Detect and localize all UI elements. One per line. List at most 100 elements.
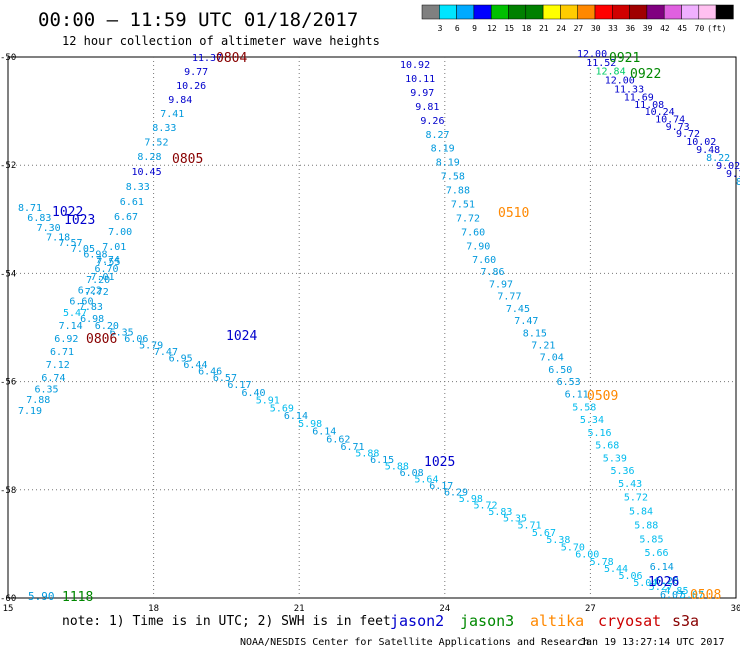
swh-value: 7.55	[96, 257, 120, 268]
swh-value: 7.21	[531, 341, 555, 352]
swh-value: 6.70	[95, 264, 119, 275]
swh-value: 5.66	[645, 548, 669, 559]
pass-label: 1118	[62, 590, 93, 605]
swh-value: 7.72	[456, 214, 480, 225]
swh-value: 6.98	[83, 249, 107, 260]
swh-value: 4.85	[664, 586, 688, 597]
swh-value: 5.83	[488, 507, 512, 518]
x-tick-label: 15	[3, 604, 14, 614]
pass-label: 1026	[648, 575, 679, 590]
swh-value: 9.26	[420, 116, 444, 127]
x-tick-label: 30	[731, 604, 740, 614]
legend-label: 15	[504, 24, 514, 33]
swh-value: 11.33	[614, 84, 644, 95]
swh-value: 5.58	[572, 402, 596, 413]
pass-label: 0508	[690, 588, 721, 603]
swh-value: 5.43	[618, 479, 642, 490]
swh-value: 8.22	[706, 153, 730, 164]
pass-label: 0921	[609, 51, 640, 66]
swh-value: 7.57	[59, 238, 83, 249]
swh-value: 7.05	[71, 244, 95, 255]
x-tick-label: 27	[585, 604, 596, 614]
swh-value: 7.60	[472, 255, 496, 266]
swh-value: 5.88	[634, 520, 658, 531]
swh-value: 5.71	[518, 521, 542, 532]
legend-label: (ft)	[707, 24, 726, 33]
pass-label: 0922	[630, 67, 661, 82]
legend-label: 36	[625, 24, 635, 33]
legend-swatch	[456, 4, 475, 20]
swh-value: 5.98	[459, 494, 483, 505]
swh-value: 12.84	[596, 67, 626, 78]
swh-value: 6.07	[660, 590, 684, 601]
swh-value: 7.52	[144, 137, 168, 148]
x-tick-label: 21	[294, 604, 305, 614]
satellite-label: jason3	[460, 612, 514, 630]
satellite-legend: jason2 jason3 altika cryosat s3a	[390, 612, 699, 630]
y-tick-label: -52	[0, 161, 16, 171]
map-grid	[8, 57, 736, 598]
legend-swatch	[663, 4, 682, 20]
swh-value: 6.44	[183, 360, 207, 371]
x-tick-label: 18	[148, 604, 159, 614]
pass-label: 0806	[86, 332, 117, 347]
swh-value: 5.27	[649, 582, 673, 593]
swh-value: 6.71	[50, 347, 74, 358]
swh-value: 5.90	[28, 590, 55, 603]
wave-height-tracks: 11.37 9.77 10.26 9.84 7.41 8.33 7.52 8.28 10.45 8…	[18, 49, 740, 601]
legend-label: 42	[660, 24, 670, 33]
swh-value: 6.00	[575, 550, 599, 561]
swh-value: 9.1	[726, 169, 740, 180]
swh-value: 6.35	[110, 327, 134, 338]
swh-value: 8.27	[426, 130, 450, 141]
swh-value: 5.39	[603, 453, 627, 464]
swh-value: 7.01	[91, 272, 115, 283]
swh-value: 7.58	[441, 172, 465, 183]
legend-swatch	[508, 4, 527, 20]
swh-value: 6.98	[80, 314, 104, 325]
swh-value: 5.16	[588, 428, 612, 439]
legend-swatch	[542, 4, 561, 20]
swh-value: 6.20	[95, 321, 119, 332]
swh-value: 7.90	[466, 241, 490, 252]
swh-value: 9.84	[168, 95, 192, 106]
swh-value: 6.71	[341, 442, 365, 453]
swh-value: 11.37	[192, 53, 222, 64]
swh-value: 7.77	[497, 292, 521, 303]
swh-value: 6.60	[69, 296, 93, 307]
page-title: 00:00 – 11:59 UTC 01/18/2017	[38, 9, 358, 31]
swh-value: 7.20	[86, 275, 110, 286]
swh-value: 5.91	[256, 396, 280, 407]
satellite-label: cryosat	[598, 612, 661, 630]
swh-value: 6.92	[54, 334, 78, 345]
swh-value: 5.85	[639, 534, 663, 545]
legend-swatch	[646, 4, 665, 20]
legend-swatch	[629, 4, 648, 20]
swh-value: 6.29	[444, 488, 468, 499]
swh-value: 9.97	[410, 88, 434, 99]
legend-label: 70	[695, 24, 705, 33]
swh-value: 10.45	[132, 167, 162, 178]
legend-label: 24	[556, 24, 566, 33]
swh-value: 7.72	[85, 287, 109, 298]
swh-value: 5.88	[385, 462, 409, 473]
swh-value: 6.53	[557, 377, 581, 388]
swh-value: 11.69	[624, 93, 654, 104]
swh-value: 7.74	[96, 255, 120, 266]
legend-swatch	[681, 4, 700, 20]
swh-value: 5.98	[298, 419, 322, 430]
swh-value: 5.84	[629, 506, 653, 517]
swh-value: 10.92	[400, 60, 430, 71]
footer-credit: NOAA/NESDIS Center for Satellite Applica…	[240, 637, 589, 648]
swh-value: 7.88	[446, 186, 470, 197]
swh-value: 5.44	[604, 564, 628, 575]
swh-value: 10.26	[176, 81, 206, 92]
swh-value: 6.14	[650, 562, 674, 573]
legend-label: 39	[643, 24, 653, 33]
swh-value: 9.73	[666, 122, 690, 133]
legend-label: 45	[677, 24, 687, 33]
swh-value: 7.00	[108, 227, 132, 238]
pass-label: 1022	[52, 205, 83, 220]
legend-label: 6	[455, 24, 460, 33]
